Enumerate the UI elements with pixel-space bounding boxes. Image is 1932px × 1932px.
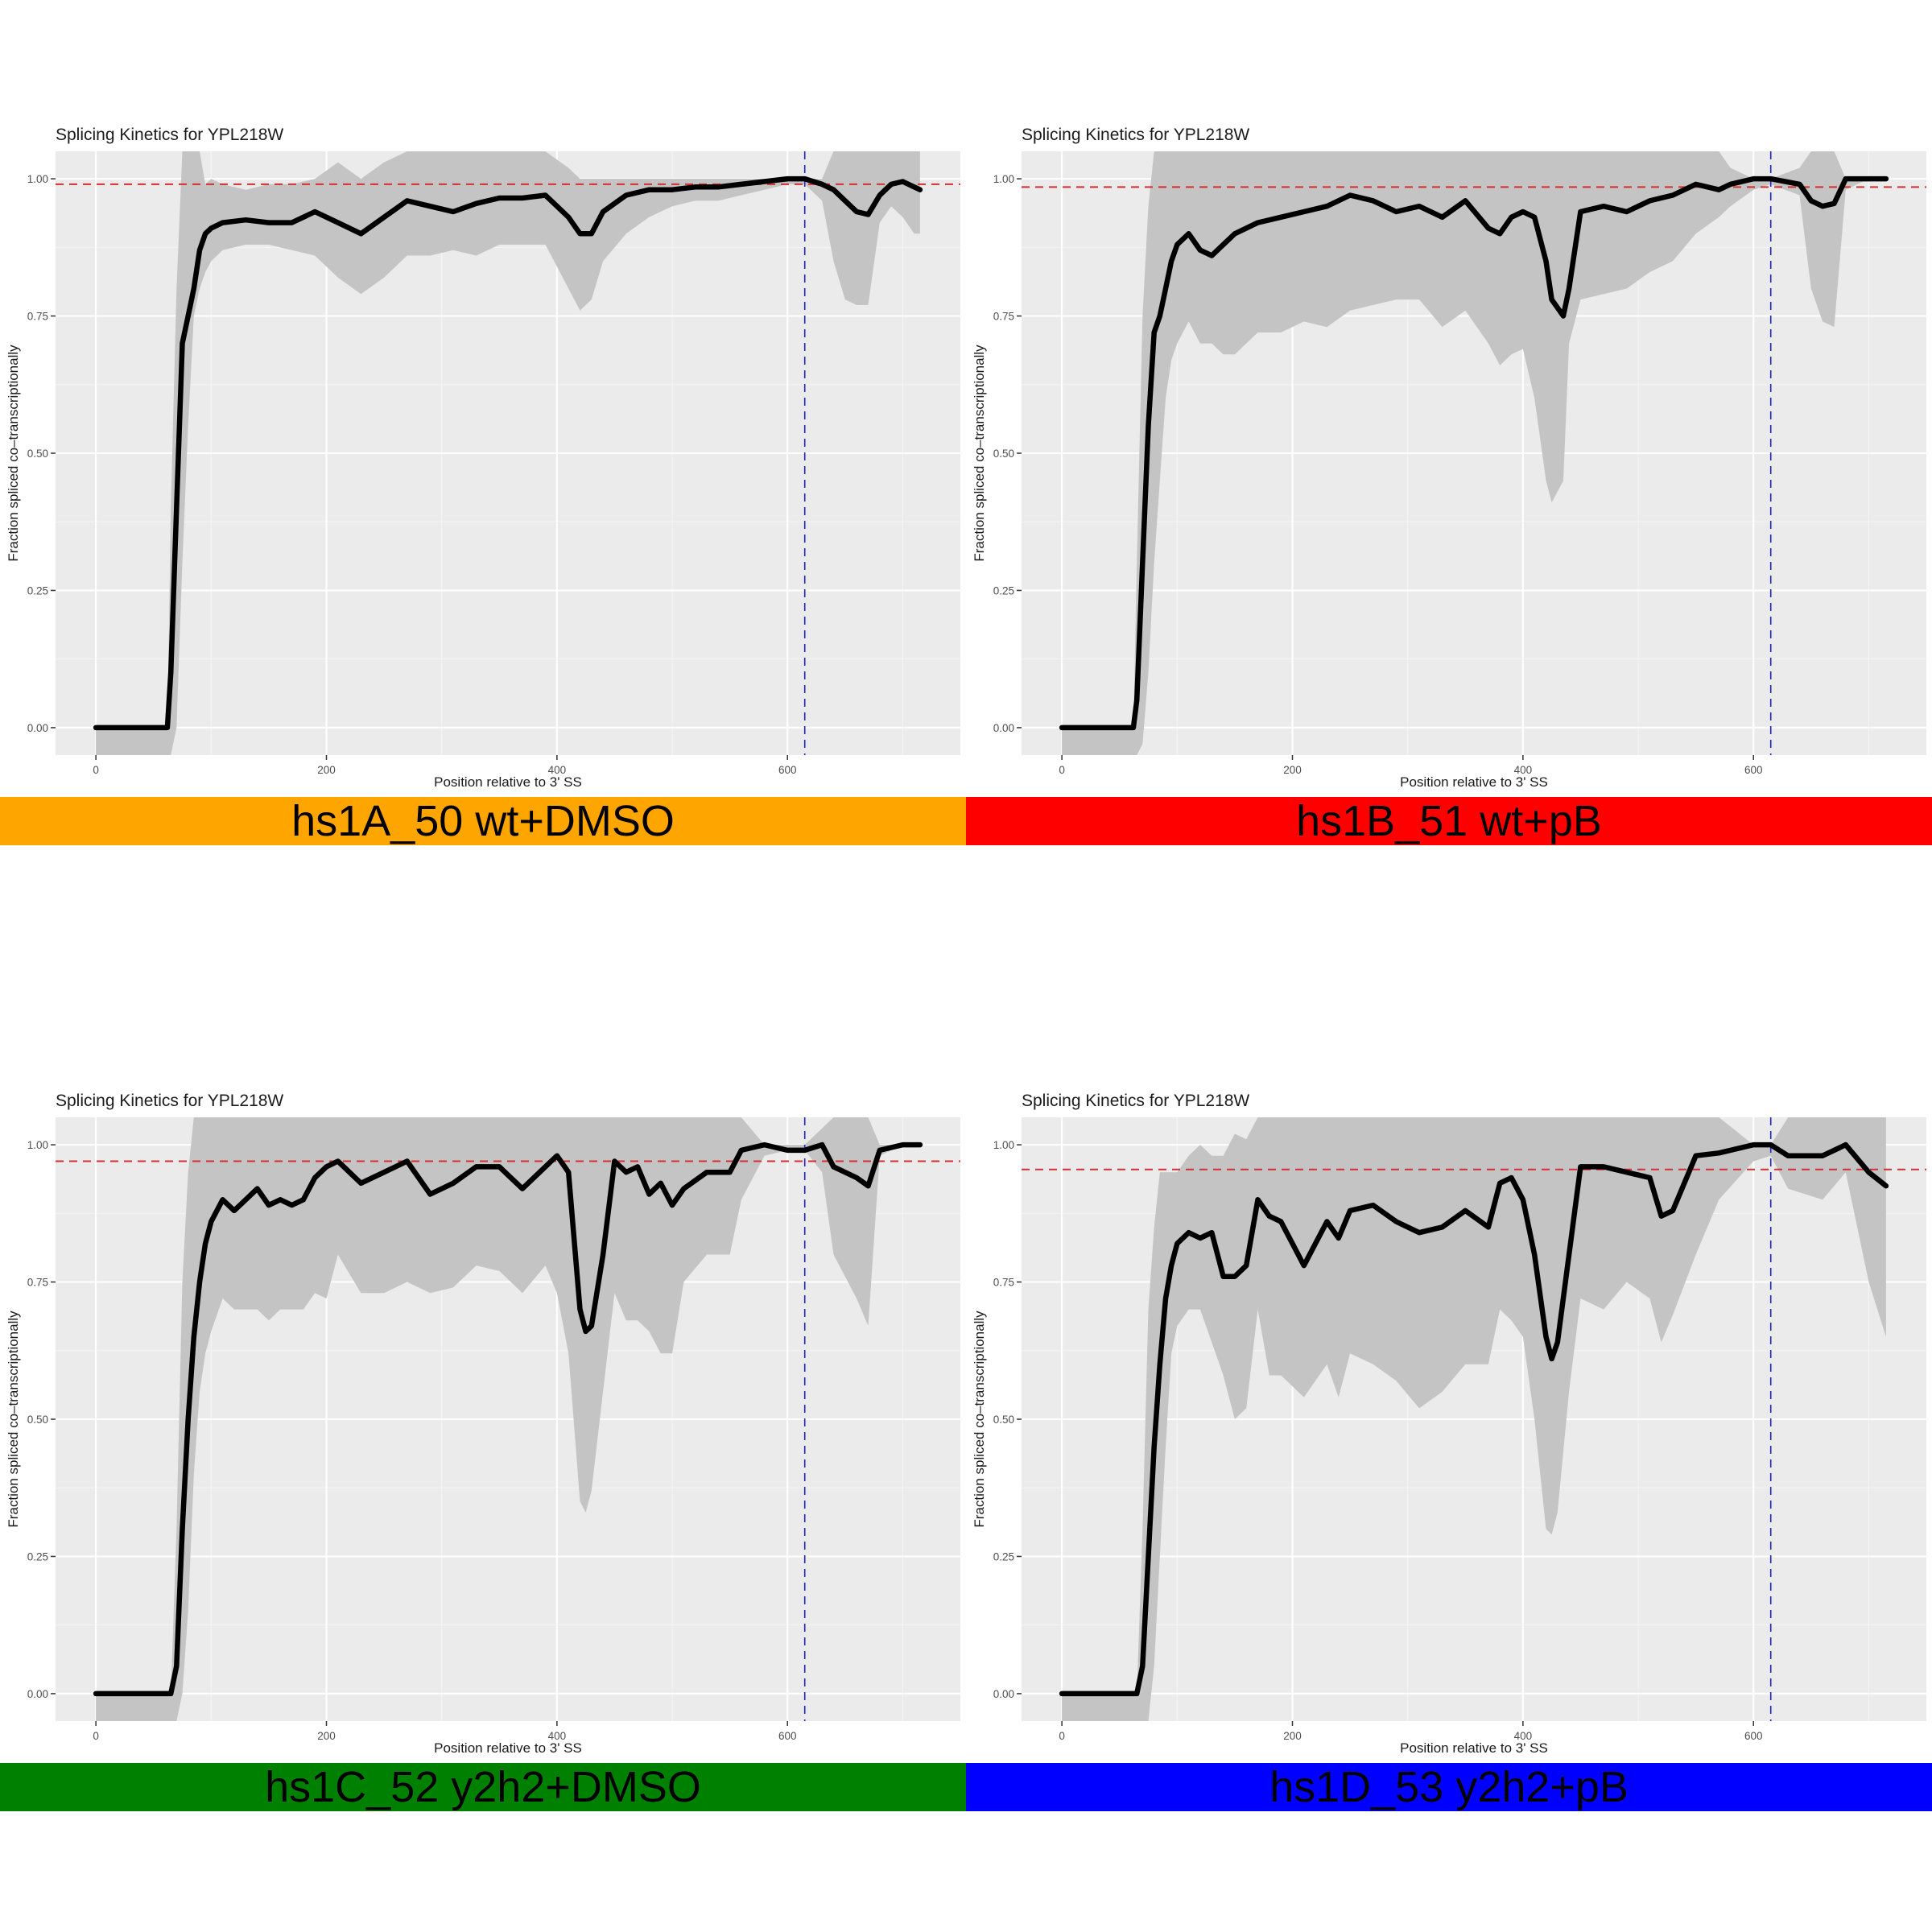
x-axis-label: Position relative to 3' SS xyxy=(1400,774,1548,790)
banner-hs1c: hs1C_52 y2h2+DMSO xyxy=(0,1763,966,1811)
chart-title: Splicing Kinetics for YPL218W xyxy=(56,126,283,144)
y-tick-label: 1.00 xyxy=(27,1139,48,1151)
confidence-band xyxy=(1062,1117,1886,1721)
y-axis-label: Fraction spliced co–transcriptionally xyxy=(6,345,21,562)
plot-hs1a: 0.00 0.25 0.50 0.75 1.00 0 200 400 600 Splicing K… xyxy=(6,126,960,790)
y-tick-label: 1.00 xyxy=(27,173,48,185)
plot-layer xyxy=(56,1117,960,1721)
y-tick-label: 0.50 xyxy=(27,448,48,460)
x-tick-label: 0 xyxy=(93,764,99,776)
x-tick-label: 600 xyxy=(778,764,797,776)
x-tick-label: 600 xyxy=(778,1730,797,1742)
banner-hs1b: hs1B_51 wt+pB xyxy=(966,797,1932,845)
series-line xyxy=(93,1141,923,1697)
x-axis-label: Position relative to 3' SS xyxy=(1400,1740,1548,1756)
x-tick-label: 0 xyxy=(93,1730,99,1742)
confidence-band xyxy=(1062,151,1886,755)
confidence-band xyxy=(96,151,920,755)
x-tick-label: 400 xyxy=(1514,764,1533,776)
y-tick-label: 0.50 xyxy=(993,448,1014,460)
y-tick-label: 0.00 xyxy=(27,1688,48,1700)
y-tick-label: 0.75 xyxy=(27,311,48,323)
x-tick-label: 200 xyxy=(1283,1730,1302,1742)
y-axis-label: Fraction spliced co–transcriptionally xyxy=(6,1311,21,1528)
banner-hs1a: hs1A_50 wt+DMSO xyxy=(0,797,966,845)
plot-layer xyxy=(56,151,960,755)
chart-title: Splicing Kinetics for YPL218W xyxy=(56,1092,283,1110)
chart-title: Splicing Kinetics for YPL218W xyxy=(1022,126,1249,144)
y-tick-label: 0.25 xyxy=(27,584,48,597)
x-tick-label: 400 xyxy=(1514,1730,1533,1742)
y-tick-label: 1.00 xyxy=(993,1139,1014,1151)
y-tick-label: 0.00 xyxy=(993,722,1014,734)
y-tick-label: 0.00 xyxy=(993,1688,1014,1700)
x-tick-label: 400 xyxy=(548,764,567,776)
y-tick-label: 0.50 xyxy=(993,1414,1014,1426)
x-axis-label: Position relative to 3' SS xyxy=(434,774,582,790)
banner-hs1d: hs1D_53 y2h2+pB xyxy=(966,1763,1932,1811)
x-tick-label: 0 xyxy=(1059,1730,1065,1742)
x-tick-label: 600 xyxy=(1744,1730,1763,1742)
panel-hs1c: 0.00 0.25 0.50 0.75 1.00 0 200 400 600 Splicing K… xyxy=(0,966,966,1811)
x-tick-label: 200 xyxy=(317,764,336,776)
y-tick-label: 0.75 xyxy=(993,311,1014,323)
y-tick-label: 0.25 xyxy=(27,1550,48,1563)
plot-hs1c: 0.00 0.25 0.50 0.75 1.00 0 200 400 600 Splicing K… xyxy=(6,1092,960,1756)
x-tick-label: 200 xyxy=(1283,764,1302,776)
confidence-band xyxy=(96,1117,920,1721)
x-tick-label: 0 xyxy=(1059,764,1065,776)
x-tick-label: 600 xyxy=(1744,764,1763,776)
y-tick-label: 0.25 xyxy=(993,584,1014,597)
chart-title: Splicing Kinetics for YPL218W xyxy=(1022,1092,1249,1110)
y-tick-label: 0.75 xyxy=(27,1277,48,1289)
plot-layer xyxy=(1022,151,1926,755)
x-axis-label: Position relative to 3' SS xyxy=(434,1740,582,1756)
panel-hs1a: 0.00 0.25 0.50 0.75 1.00 0 200 400 600 Splicing K… xyxy=(0,0,966,845)
x-tick-label: 400 xyxy=(548,1730,567,1742)
y-tick-label: 0.25 xyxy=(993,1550,1014,1563)
plot-layer xyxy=(1022,1117,1926,1721)
y-axis-label: Fraction spliced co–transcriptionally xyxy=(972,1311,987,1528)
y-tick-label: 0.00 xyxy=(27,722,48,734)
series-line xyxy=(1059,1141,1889,1697)
y-axis-label: Fraction spliced co–transcriptionally xyxy=(972,345,987,562)
panel-hs1b: 0.00 0.25 0.50 0.75 1.00 0 200 400 600 Splicing K… xyxy=(966,0,1932,845)
y-tick-label: 1.00 xyxy=(993,173,1014,185)
x-tick-label: 200 xyxy=(317,1730,336,1742)
panel-hs1d: 0.00 0.25 0.50 0.75 1.00 0 200 400 600 Splicing K… xyxy=(966,966,1932,1811)
plot-hs1b: 0.00 0.25 0.50 0.75 1.00 0 200 400 600 Splicing K… xyxy=(972,126,1926,790)
plot-hs1d: 0.00 0.25 0.50 0.75 1.00 0 200 400 600 Splicing K… xyxy=(972,1092,1926,1756)
series-line xyxy=(93,175,923,731)
y-tick-label: 0.50 xyxy=(27,1414,48,1426)
y-tick-label: 0.75 xyxy=(993,1277,1014,1289)
series-line xyxy=(1059,175,1889,731)
